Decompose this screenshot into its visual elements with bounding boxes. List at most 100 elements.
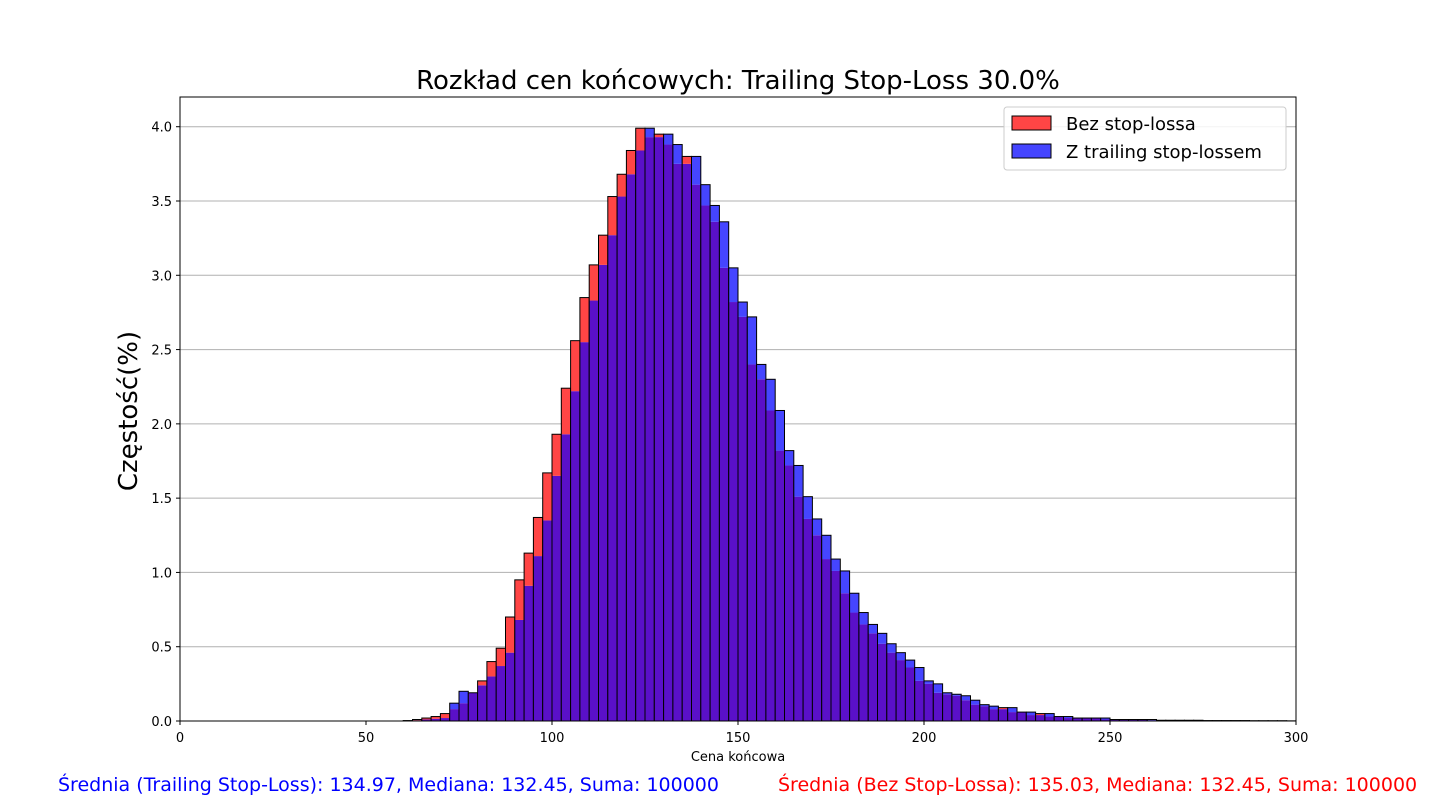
histogram-bar-overlap [486, 676, 497, 721]
histogram-bar-z-trailing-stop-lossem [979, 704, 990, 707]
histogram-bar-bez-stop-lossa [505, 617, 515, 653]
legend-label-z-trailing-stop-lossem: Z trailing stop-lossem [1066, 142, 1262, 163]
y-tick-label: 3.0 [151, 269, 172, 284]
histogram-bar-overlap [803, 518, 813, 721]
histogram-bar-overlap [468, 692, 478, 721]
histogram-bar-overlap [1119, 719, 1129, 721]
histogram-bar-bez-stop-lossa [524, 553, 534, 586]
histogram-bar-z-trailing-stop-lossem [914, 667, 924, 681]
y-tick-label: 0.5 [151, 641, 172, 656]
histogram-bar-overlap [552, 475, 562, 721]
histogram-bar-z-trailing-stop-lossem [951, 694, 962, 696]
histogram-bar-overlap [524, 585, 534, 721]
histogram-bar-overlap [849, 612, 859, 721]
legend-box [1003, 106, 1287, 171]
histogram-bar-overlap [533, 556, 543, 721]
histogram-bar-overlap [989, 709, 999, 721]
histogram-bar-bez-stop-lossa [654, 134, 664, 138]
x-tick-label: 50 [358, 731, 375, 746]
histogram-bar-overlap [756, 379, 766, 721]
histogram-bar-z-trailing-stop-lossem [738, 302, 748, 317]
histogram-bar-bez-stop-lossa [440, 713, 450, 719]
histogram-bar-z-trailing-stop-lossem [645, 128, 655, 138]
histogram-bar-overlap [1128, 719, 1138, 721]
histogram-bar-z-trailing-stop-lossem [1044, 713, 1055, 717]
histogram-bar-z-trailing-stop-lossem [459, 691, 469, 704]
histogram-bar-z-trailing-stop-lossem [663, 134, 673, 145]
histogram-bar-bez-stop-lossa [998, 707, 1008, 710]
histogram-bar-overlap [738, 316, 748, 721]
histogram-bar-overlap [663, 144, 673, 722]
histogram-bar-overlap [1091, 718, 1101, 721]
histogram-bar-overlap [840, 593, 850, 721]
histogram-bar-z-trailing-stop-lossem [747, 316, 757, 365]
histogram-bar-bez-stop-lossa [421, 718, 432, 720]
histogram-bar-bez-stop-lossa [552, 434, 562, 476]
y-tick-label: 1.5 [151, 492, 172, 507]
histogram-bar-z-trailing-stop-lossem [840, 570, 850, 594]
histogram-bar-z-trailing-stop-lossem [803, 496, 813, 519]
histogram-bar-z-trailing-stop-lossem [691, 156, 701, 185]
histogram-bar-z-trailing-stop-lossem [886, 643, 897, 653]
x-tick-label: 150 [726, 731, 751, 746]
histogram-bar-z-trailing-stop-lossem [765, 379, 776, 411]
y-tick-label: 2.0 [151, 418, 172, 433]
histogram-bar-z-trailing-stop-lossem [812, 518, 822, 536]
histogram-bar-overlap [459, 703, 469, 721]
histogram-bar-bez-stop-lossa [542, 472, 552, 521]
x-tick-label: 200 [912, 731, 937, 746]
histogram-bar-bez-stop-lossa [486, 661, 497, 677]
histogram-bar-overlap [542, 520, 552, 721]
histogram-bar-overlap [1072, 718, 1083, 721]
legend: Bez stop-lossa Z trailing stop-lossem [1003, 106, 1287, 171]
x-tick-label: 0 [176, 731, 184, 746]
histogram-bar-z-trailing-stop-lossem [672, 144, 683, 164]
histogram-bars [402, 127, 1297, 722]
histogram-bar-z-trailing-stop-lossem [784, 450, 794, 466]
y-tick-label: 2.5 [151, 344, 172, 359]
y-axis-ticks: 0.0 0.5 1.0 1.5 2.0 2.5 3.0 3.5 4.0 [151, 121, 180, 730]
histogram-bar-overlap [1100, 719, 1110, 721]
histogram-bar-bez-stop-lossa [635, 128, 645, 151]
histogram-bar-z-trailing-stop-lossem [858, 612, 869, 625]
histogram-bar-overlap [821, 559, 831, 721]
histogram-bar-z-trailing-stop-lossem [728, 267, 738, 303]
histogram-bar-z-trailing-stop-lossem [849, 593, 859, 613]
histogram-bar-overlap [496, 666, 506, 721]
histogram-bar-overlap [933, 692, 943, 721]
histogram-bar-overlap [1017, 712, 1027, 721]
histogram-bar-overlap [784, 465, 794, 721]
histogram-bar-overlap [672, 163, 683, 721]
histogram-bar-bez-stop-lossa [514, 579, 525, 620]
histogram-bar-z-trailing-stop-lossem [821, 535, 831, 560]
histogram-bar-overlap [440, 718, 450, 721]
histogram-bar-overlap [765, 410, 776, 721]
histogram-bar-z-trailing-stop-lossem [970, 700, 980, 705]
histogram-bar-overlap [570, 391, 580, 721]
histogram-bar-z-trailing-stop-lossem [449, 703, 459, 710]
histogram-bar-bez-stop-lossa [1035, 713, 1045, 716]
x-axis-ticks: 0 50 100 150 200 250 300 [176, 721, 1308, 746]
histogram-bar-overlap [505, 652, 515, 721]
histogram-bar-overlap [719, 267, 729, 721]
histogram-bar-overlap [728, 302, 738, 721]
histogram-bar-overlap [1035, 715, 1045, 721]
histogram-bar-overlap [924, 683, 934, 721]
histogram-bar-overlap [1063, 718, 1073, 721]
histogram-bar-z-trailing-stop-lossem [1026, 712, 1036, 716]
histogram-bar-overlap [979, 706, 990, 721]
histogram-bar-z-trailing-stop-lossem [961, 695, 971, 701]
histogram-bar-overlap [654, 137, 664, 722]
x-tick-label: 250 [1098, 731, 1123, 746]
histogram-bar-overlap [421, 719, 432, 721]
histogram-bar-z-trailing-stop-lossem [775, 410, 785, 451]
y-tick-label: 0.0 [151, 715, 172, 730]
histogram-bar-z-trailing-stop-lossem [989, 706, 999, 710]
histogram-bar-overlap [942, 694, 952, 721]
histogram-bar-overlap [579, 342, 590, 721]
histogram-bar-overlap [1026, 715, 1036, 721]
histogram-bar-overlap [868, 633, 878, 721]
histogram-bar-z-trailing-stop-lossem [924, 680, 934, 684]
x-axis-label: Cena końcowa [691, 750, 785, 765]
histogram-bar-bez-stop-lossa [496, 648, 506, 667]
